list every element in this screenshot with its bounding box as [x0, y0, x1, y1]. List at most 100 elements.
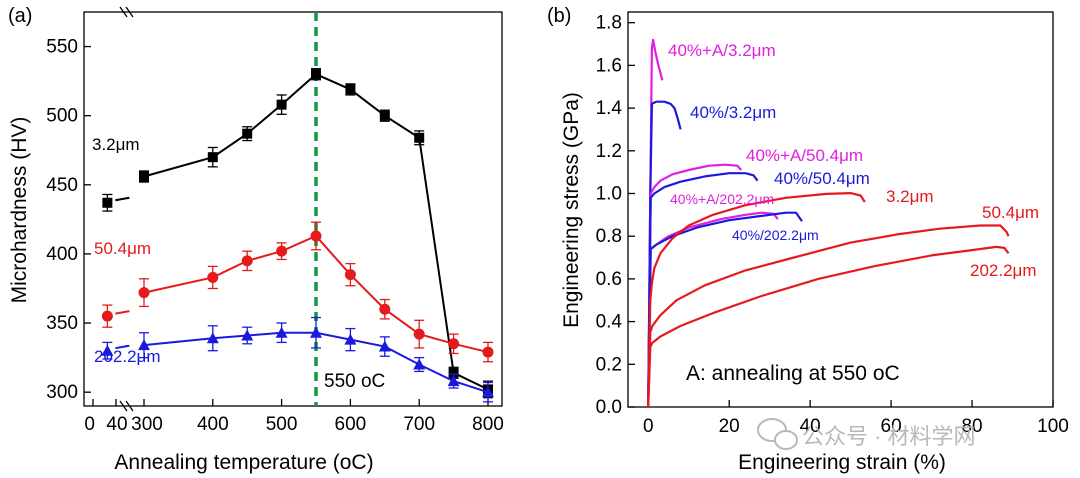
data-point: [139, 171, 149, 182]
curve-50-4-m: [647, 224, 1010, 408]
curve-40--A-50-4-m: [647, 163, 743, 408]
panel-b-tensile: (b) 0.0 0.2 0.4 0.6 0.8 1.0 1.2 1.4 1.6 1.8 0 20 40…: [547, 5, 1069, 474]
data-point: [378, 340, 391, 352]
data-point: [413, 358, 426, 370]
series-line-break-segment: [115, 196, 130, 202]
data-point: [482, 346, 494, 358]
x-tick-label: 60: [881, 416, 902, 437]
data-point: [311, 69, 321, 80]
data-point: [102, 197, 113, 208]
series-line-break-segment: [115, 310, 130, 315]
x-tick-label: 600: [335, 414, 367, 435]
y-tick-label: 1.6: [596, 55, 622, 76]
x-tick-label: 400: [197, 414, 229, 435]
x-tick-label: 300: [131, 414, 163, 435]
y-tick-label: 1.4: [596, 98, 623, 119]
y-tick-label: 500: [46, 106, 78, 127]
series-line: [143, 73, 489, 391]
data-point: [138, 339, 150, 351]
y-tick-label: 550: [46, 37, 78, 58]
curve-40--3-2-m: [647, 100, 682, 408]
curve-label: 40%/202.2μm: [732, 227, 819, 243]
annealing-annotation: A: annealing at 550 oC: [686, 362, 900, 385]
curve-40--50-4-m: [647, 172, 759, 408]
y-tick-label: 0.2: [596, 354, 622, 375]
data-point: [448, 367, 459, 378]
x-tick-label: 0: [643, 416, 654, 437]
x-tick-label: 700: [403, 414, 435, 435]
series-50-4-m: [101, 221, 494, 363]
data-point: [310, 230, 322, 242]
data-point: [207, 152, 218, 163]
data-point: [276, 245, 288, 257]
y-tick-label: 0.6: [596, 269, 622, 290]
data-point: [413, 328, 425, 340]
data-point: [344, 333, 357, 345]
series-line: [143, 234, 489, 354]
data-point: [447, 375, 460, 387]
curve-40--202-2-m: [647, 211, 803, 408]
panel-b-y-axis-title: Engineering stress (GPa): [560, 92, 583, 328]
curve-label: 202.2μm: [970, 261, 1037, 280]
series-line-break-segment: [115, 344, 130, 350]
data-point: [242, 128, 253, 139]
curve-3-2-m: [647, 192, 866, 408]
x-tick-label: 20: [719, 416, 740, 437]
series-label-50-4um: 50.4μm: [94, 239, 151, 258]
data-point: [276, 99, 287, 110]
y-tick-label: 1.2: [596, 141, 622, 162]
data-point: [482, 386, 494, 398]
data-point: [345, 84, 356, 95]
panel-a-x-axis-title: Annealing temperature (oC): [114, 451, 373, 474]
x-tick-label: 100: [1037, 416, 1069, 437]
data-point: [275, 326, 288, 338]
x-tick-label: 800: [472, 414, 504, 435]
data-point: [101, 310, 113, 322]
y-tick-label: 0.8: [596, 226, 622, 247]
curve-label: 3.2μm: [886, 187, 934, 206]
data-point: [241, 255, 253, 267]
curve-label: 40%+A/50.4μm: [746, 146, 863, 165]
y-tick-label: 300: [46, 382, 78, 403]
data-point: [414, 132, 425, 143]
data-point: [207, 271, 219, 283]
curve-label: 40%+A/3.2μm: [668, 41, 776, 60]
data-point: [101, 344, 114, 356]
panel-a-label: (a): [8, 5, 32, 27]
series-label-3-2um: 3.2μm: [92, 135, 140, 154]
y-tick-label: 400: [46, 244, 78, 265]
y-tick-label: 350: [46, 313, 78, 334]
x-tick-label: 40: [800, 416, 821, 437]
data-point: [241, 329, 254, 341]
panel-a-y-axis-title: Microhardness (HV): [8, 117, 31, 304]
y-tick-label: 1.0: [596, 183, 622, 204]
wechat-icon: [757, 418, 798, 450]
series-line: [143, 331, 489, 394]
x-tick-label: 40: [106, 414, 127, 435]
panel-b-label: (b): [547, 5, 571, 27]
y-tick-label: 0.4: [596, 312, 623, 333]
watermark-text: 公众号 · 材料学网: [802, 424, 976, 449]
curve-label: 40%+A/202.2μm: [670, 191, 774, 207]
panel-a-frame: [83, 11, 503, 407]
series-202-2-m: [101, 316, 494, 403]
data-point: [206, 332, 219, 344]
series-label-202-2um: 202.2μm: [94, 347, 161, 366]
axis-break-top: [119, 6, 134, 18]
data-point: [344, 269, 356, 281]
y-tick-label: 450: [46, 175, 78, 196]
x-tick-label: 80: [961, 416, 982, 437]
data-point: [138, 287, 150, 299]
data-point: [379, 303, 391, 315]
series-3-2-m: [102, 68, 493, 399]
y-tick-label: 1.8: [596, 13, 622, 34]
curve-202-2-m: [647, 245, 1010, 408]
data-point: [448, 338, 460, 350]
y-tick-label: 0.0: [596, 397, 622, 418]
reference-line-label: 550 oC: [324, 371, 385, 392]
curve-label: 40%/50.4μm: [774, 169, 870, 188]
panel-b-frame: [627, 11, 1054, 408]
panel-b-x-axis-title: Engineering strain (%): [738, 451, 946, 474]
